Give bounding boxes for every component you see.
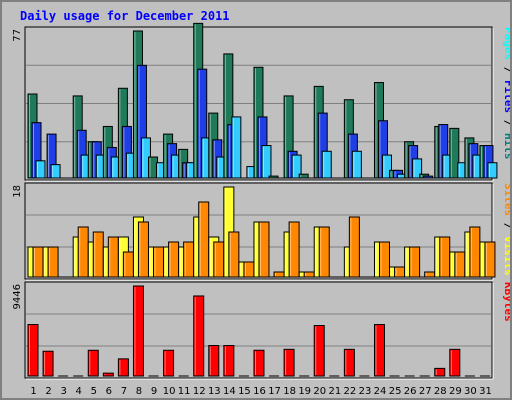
- legend-sites: Sites: [502, 183, 510, 216]
- bar-pages-day-20: [321, 150, 332, 179]
- day-label-25: 25: [389, 386, 402, 397]
- bottom-legend: KBytes: [502, 282, 510, 322]
- bar-kbytes-day-1: [27, 324, 39, 377]
- day-label-22: 22: [344, 386, 357, 397]
- bar-pages-day-24: [381, 154, 392, 179]
- bar-pages-day-2: [50, 164, 61, 179]
- day-label-28: 28: [434, 386, 447, 397]
- bar-pages-day-14: [231, 116, 242, 179]
- bar-kbytes-day-16: [253, 349, 265, 377]
- day-label-6: 6: [106, 386, 112, 397]
- day-label-5: 5: [91, 386, 97, 397]
- legend-files: Files: [502, 80, 510, 113]
- bar-pages-day-1: [35, 160, 46, 179]
- bar-kbytes-day-18: [283, 348, 295, 377]
- bar-pages-day-16: [261, 145, 272, 179]
- bar-kbytes-day-7: [117, 358, 129, 377]
- bar-sites-day-14: [228, 231, 240, 278]
- bar-kbytes-day-13: [208, 345, 220, 377]
- middle-axis-max-label: 18: [12, 185, 23, 198]
- bar-sites-day-22: [348, 216, 360, 278]
- day-label-11: 11: [178, 386, 191, 397]
- bar-sites-day-18: [288, 221, 300, 278]
- middle-legend: Sites / Visits: [502, 183, 510, 276]
- bar-sites-day-26: [409, 246, 421, 278]
- day-label-1: 1: [30, 386, 36, 397]
- day-label-13: 13: [208, 386, 221, 397]
- day-label-8: 8: [136, 386, 142, 397]
- day-label-10: 10: [163, 386, 176, 397]
- bar-pages-day-31: [487, 162, 498, 179]
- legend-pages: Pages: [502, 27, 510, 60]
- day-axis-labels: 1 2 3 4 5 6 7 8 9 10 11 12 13 14 15 16 17 18 19 20 21 22 23 24 2…: [30, 386, 491, 397]
- day-label-23: 23: [359, 386, 372, 397]
- bar-kbytes-day-10: [163, 349, 175, 377]
- bar-kbytes-day-12: [193, 295, 205, 377]
- top-legend: Pages / Files / Hits: [502, 27, 510, 160]
- day-label-16: 16: [253, 386, 266, 397]
- day-label-30: 30: [464, 386, 477, 397]
- legend-visits: Visits: [502, 236, 510, 276]
- day-label-26: 26: [404, 386, 417, 397]
- bar-sites-day-24: [378, 241, 390, 278]
- top-axis-max-label: 77: [12, 29, 23, 42]
- bar-kbytes-day-2: [42, 350, 54, 377]
- day-label-3: 3: [60, 386, 66, 397]
- bar-kbytes-day-28: [434, 367, 446, 377]
- bar-kbytes-day-24: [373, 324, 385, 377]
- bar-sites-day-31: [484, 241, 496, 278]
- bar-sites-day-16: [258, 221, 270, 278]
- kbytes-panel: 9446 KBytes: [12, 281, 510, 380]
- hits-files-pages-panel: 77 Pages / Files / Hits: [12, 22, 510, 182]
- day-label-15: 15: [238, 386, 251, 397]
- day-label-2: 2: [45, 386, 51, 397]
- bar-kbytes-day-22: [343, 348, 355, 377]
- day-label-31: 31: [479, 386, 492, 397]
- bar-kbytes-day-8: [132, 285, 144, 377]
- bar-kbytes-day-20: [313, 325, 325, 377]
- day-label-20: 20: [313, 386, 326, 397]
- day-label-7: 7: [121, 386, 127, 397]
- bar-kbytes-day-5: [87, 349, 99, 377]
- day-label-14: 14: [223, 386, 236, 397]
- bar-sites-day-20: [318, 226, 330, 278]
- day-label-21: 21: [328, 386, 341, 397]
- bar-kbytes-day-29: [449, 348, 461, 377]
- day-label-12: 12: [193, 386, 206, 397]
- day-label-18: 18: [283, 386, 296, 397]
- bar-pages-day-22: [351, 150, 362, 179]
- bar-kbytes-day-14: [223, 345, 235, 377]
- day-label-17: 17: [268, 386, 281, 397]
- day-label-9: 9: [151, 386, 157, 397]
- day-label-24: 24: [374, 386, 387, 397]
- day-label-27: 27: [419, 386, 432, 397]
- day-label-4: 4: [76, 386, 82, 397]
- bar-sites-day-2: [47, 246, 59, 278]
- day-label-19: 19: [298, 386, 311, 397]
- bar-pages-day-26: [412, 158, 423, 179]
- legend-kbytes: KBytes: [502, 282, 510, 322]
- sites-visits-panel: 18 Sites / Visits: [12, 182, 510, 281]
- bar-kbytes-day-6: [102, 372, 114, 377]
- legend-hits: Hits: [502, 133, 510, 160]
- day-label-29: 29: [449, 386, 462, 397]
- bar-pages-day-18: [291, 154, 302, 179]
- bottom-axis-max-label: 9446: [12, 284, 23, 309]
- chart-title: Daily usage for December 2011: [20, 9, 230, 23]
